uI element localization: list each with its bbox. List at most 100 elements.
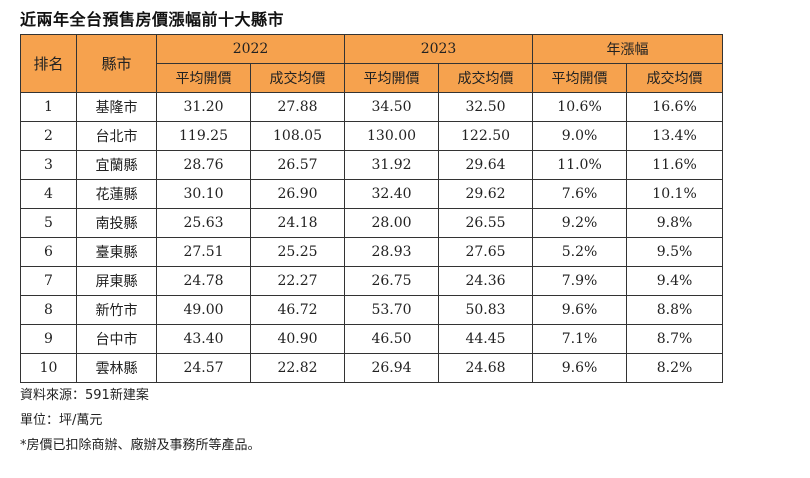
deal-2022-cell: 46.72	[249, 295, 346, 325]
deal-2023-cell: 29.64	[438, 150, 534, 180]
ask-growth-cell: 9.6%	[532, 353, 628, 383]
ask-growth-cell: 10.6%	[532, 92, 628, 122]
ask-growth-cell: 11.0%	[532, 150, 628, 180]
deal-growth-cell: 10.1%	[626, 179, 724, 209]
deal-growth-cell: 9.8%	[626, 208, 724, 238]
city-cell: 花蓮縣	[76, 179, 157, 209]
notes: 資料來源：591新建案 單位：坪/萬元 *房價已扣除商辦、廠辦及事務所等產品。	[20, 388, 261, 463]
deal-2023-cell: 44.45	[438, 324, 534, 354]
header-deal-2023: 成交均價	[438, 63, 534, 93]
ask-2022-cell: 119.25	[156, 121, 251, 151]
header-deal-growth: 成交均價	[626, 63, 724, 93]
ask-growth-cell: 5.2%	[532, 237, 628, 267]
deal-2022-cell: 25.25	[249, 237, 346, 267]
price-growth-table: 排名 縣市 2022 2023 年漲幅 平均開價 成交均價 平均開價 成交均價 …	[20, 34, 724, 383]
deal-2022-cell: 26.90	[249, 179, 346, 209]
rank-cell: 10	[20, 353, 77, 383]
ask-2023-cell: 130.00	[344, 121, 440, 151]
header-year-2023: 2023	[344, 34, 534, 64]
deal-growth-cell: 8.7%	[626, 324, 724, 354]
table-row: 3 宜蘭縣 28.76 26.57 31.92 29.64 11.0% 11.6%	[20, 150, 724, 180]
ask-2022-cell: 43.40	[156, 324, 251, 354]
ask-2023-cell: 46.50	[344, 324, 440, 354]
table-row: 9 台中市 43.40 40.90 46.50 44.45 7.1% 8.7%	[20, 324, 724, 354]
ask-2023-cell: 32.40	[344, 179, 440, 209]
ask-growth-cell: 9.6%	[532, 295, 628, 325]
ask-growth-cell: 7.1%	[532, 324, 628, 354]
deal-2022-cell: 40.90	[249, 324, 346, 354]
deal-growth-cell: 9.5%	[626, 237, 724, 267]
rank-cell: 7	[20, 266, 77, 296]
city-cell: 臺東縣	[76, 237, 157, 267]
table-row: 5 南投縣 25.63 24.18 28.00 26.55 9.2% 9.8%	[20, 208, 724, 238]
table-row: 8 新竹市 49.00 46.72 53.70 50.83 9.6% 8.8%	[20, 295, 724, 325]
ask-2023-cell: 26.94	[344, 353, 440, 383]
rank-cell: 9	[20, 324, 77, 354]
ask-2022-cell: 30.10	[156, 179, 251, 209]
deal-2023-cell: 122.50	[438, 121, 534, 151]
ask-growth-cell: 7.6%	[532, 179, 628, 209]
header-growth: 年漲幅	[532, 34, 724, 64]
ask-2023-cell: 53.70	[344, 295, 440, 325]
deal-2022-cell: 22.27	[249, 266, 346, 296]
deal-2022-cell: 24.18	[249, 208, 346, 238]
ask-2023-cell: 28.93	[344, 237, 440, 267]
deal-growth-cell: 9.4%	[626, 266, 724, 296]
rank-cell: 1	[20, 92, 77, 122]
rank-cell: 6	[20, 237, 77, 267]
header-rank: 排名	[20, 34, 77, 93]
rank-cell: 4	[20, 179, 77, 209]
deal-2023-cell: 50.83	[438, 295, 534, 325]
ask-2022-cell: 49.00	[156, 295, 251, 325]
ask-growth-cell: 7.9%	[532, 266, 628, 296]
header-city: 縣市	[76, 34, 157, 93]
deal-growth-cell: 13.4%	[626, 121, 724, 151]
header-ask-2023: 平均開價	[344, 63, 440, 93]
ask-2022-cell: 27.51	[156, 237, 251, 267]
deal-2022-cell: 26.57	[249, 150, 346, 180]
header-deal-2022: 成交均價	[249, 63, 346, 93]
city-cell: 台北市	[76, 121, 157, 151]
city-cell: 宜蘭縣	[76, 150, 157, 180]
ask-2022-cell: 28.76	[156, 150, 251, 180]
table-row: 6 臺東縣 27.51 25.25 28.93 27.65 5.2% 9.5%	[20, 237, 724, 267]
city-cell: 南投縣	[76, 208, 157, 238]
header-ask-2022: 平均開價	[156, 63, 251, 93]
table-body: 1 基隆市 31.20 27.88 34.50 32.50 10.6% 16.6% 2 台北市 11…	[20, 92, 724, 383]
source-note: 資料來源：591新建案	[20, 388, 149, 403]
city-cell: 雲林縣	[76, 353, 157, 383]
deal-2023-cell: 32.50	[438, 92, 534, 122]
ask-2023-cell: 31.92	[344, 150, 440, 180]
rank-cell: 2	[20, 121, 77, 151]
ask-2022-cell: 24.78	[156, 266, 251, 296]
deal-growth-cell: 16.6%	[626, 92, 724, 122]
header-ask-growth: 平均開價	[532, 63, 628, 93]
deal-2023-cell: 29.62	[438, 179, 534, 209]
ask-growth-cell: 9.0%	[532, 121, 628, 151]
deal-growth-cell: 8.8%	[626, 295, 724, 325]
rank-cell: 3	[20, 150, 77, 180]
deal-2022-cell: 27.88	[249, 92, 346, 122]
ask-2023-cell: 34.50	[344, 92, 440, 122]
ask-2023-cell: 28.00	[344, 208, 440, 238]
ask-2023-cell: 26.75	[344, 266, 440, 296]
header-year-2022: 2022	[155, 34, 346, 64]
ask-growth-cell: 9.2%	[532, 208, 628, 238]
table-row: 2 台北市 119.25 108.05 130.00 122.50 9.0% 13.4%	[20, 121, 724, 151]
table-row: 10 雲林縣 24.57 22.82 26.94 24.68 9.6% 8.2%	[20, 353, 724, 383]
city-cell: 台中市	[76, 324, 157, 354]
rank-cell: 8	[20, 295, 77, 325]
ask-2022-cell: 31.20	[156, 92, 251, 122]
deal-2022-cell: 108.05	[249, 121, 346, 151]
rank-cell: 5	[20, 208, 77, 238]
city-cell: 屏東縣	[76, 266, 157, 296]
city-cell: 基隆市	[76, 92, 157, 122]
deal-2022-cell: 22.82	[249, 353, 346, 383]
table-row: 7 屏東縣 24.78 22.27 26.75 24.36 7.9% 9.4%	[20, 266, 724, 296]
deal-growth-cell: 11.6%	[626, 150, 724, 180]
ask-2022-cell: 24.57	[156, 353, 251, 383]
unit-note: 單位：坪/萬元	[20, 413, 103, 428]
deal-2023-cell: 24.36	[438, 266, 534, 296]
page-title: 近兩年全台預售房價漲幅前十大縣市	[20, 10, 285, 29]
ask-2022-cell: 25.63	[156, 208, 251, 238]
